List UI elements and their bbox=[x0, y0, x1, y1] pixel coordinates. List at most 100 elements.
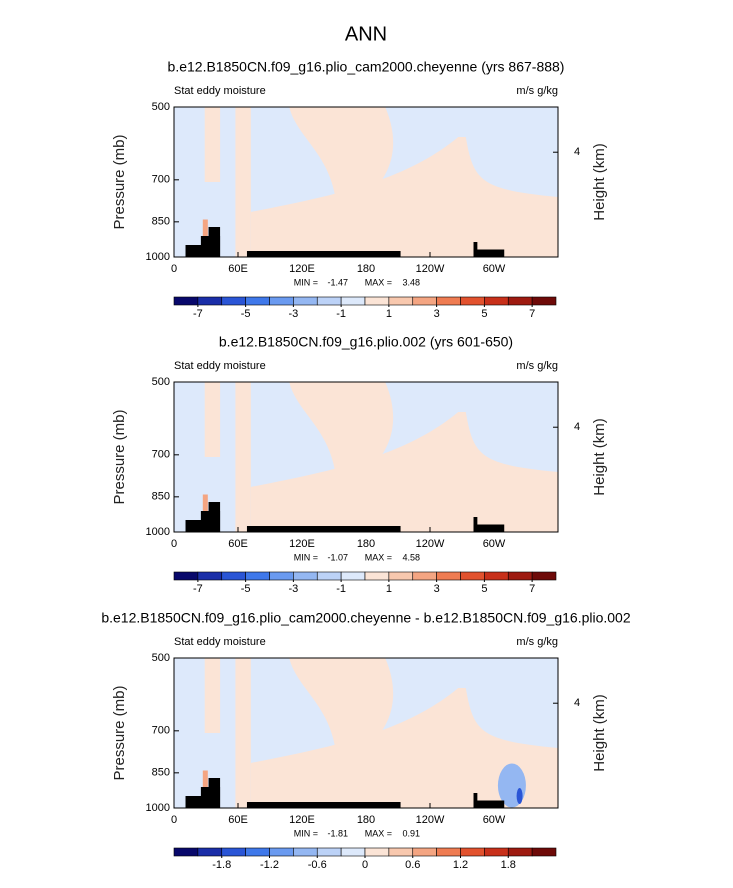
field-region bbox=[289, 382, 394, 472]
colorbar-label: 5 bbox=[481, 583, 487, 595]
colorbar-box bbox=[197, 847, 223, 857]
colorbar-box bbox=[269, 847, 294, 857]
colorbar-box bbox=[221, 847, 246, 857]
colorbar-box bbox=[173, 571, 199, 581]
x-tick-label: 0 bbox=[171, 538, 177, 550]
y-tick-label: 500 bbox=[152, 652, 170, 664]
y-tick-label: 1000 bbox=[146, 802, 170, 814]
y-axis-label: Pressure (mb) bbox=[111, 134, 128, 229]
topography bbox=[246, 802, 401, 808]
y-tick-label: 850 bbox=[152, 216, 170, 228]
max-label: MAX = bbox=[365, 552, 392, 562]
colorbar-box bbox=[293, 847, 318, 857]
colorbar-box bbox=[364, 847, 390, 857]
topography bbox=[473, 524, 505, 532]
max-value: 3.48 bbox=[402, 277, 420, 287]
colorbar-box bbox=[388, 847, 414, 857]
field-region bbox=[289, 107, 394, 197]
colorbar-box bbox=[221, 571, 246, 581]
right-label: m/s g/kg bbox=[516, 636, 558, 648]
colorbar-box bbox=[316, 296, 342, 306]
colorbar-box bbox=[460, 296, 485, 306]
y2-tick-label: 4 bbox=[574, 146, 580, 158]
colorbar-box bbox=[531, 847, 557, 857]
colorbar-label: 7 bbox=[529, 308, 535, 320]
y-tick-label: 1000 bbox=[146, 526, 170, 538]
topography bbox=[246, 251, 401, 257]
x-tick-label: 180 bbox=[357, 263, 375, 275]
field-region bbox=[250, 137, 559, 257]
colorbar-label: -7 bbox=[193, 583, 203, 595]
colorbar-box bbox=[173, 847, 199, 857]
min-value: -1.47 bbox=[327, 277, 348, 287]
topography bbox=[208, 502, 221, 532]
colorbar-box bbox=[221, 296, 246, 306]
colorbar-box bbox=[173, 296, 199, 306]
y-tick-label: 850 bbox=[152, 767, 170, 779]
right-label: m/s g/kg bbox=[516, 360, 558, 372]
field-region bbox=[204, 658, 221, 733]
colorbar-label: 1 bbox=[386, 308, 392, 320]
colorbar-label: -3 bbox=[288, 583, 298, 595]
colorbar-box bbox=[531, 571, 557, 581]
colorbar-box bbox=[507, 571, 533, 581]
field-region bbox=[516, 788, 523, 804]
x-tick-label: 60E bbox=[228, 538, 248, 550]
max-label: MAX = bbox=[365, 277, 392, 287]
colorbar-box bbox=[436, 847, 461, 857]
x-tick-label: 120E bbox=[289, 538, 315, 550]
y-tick-label: 1000 bbox=[146, 251, 170, 263]
max-value: 0.91 bbox=[402, 828, 420, 838]
field-region bbox=[235, 658, 251, 808]
topography bbox=[473, 517, 478, 532]
x-tick-label: 120W bbox=[416, 263, 445, 275]
colorbar-box bbox=[388, 571, 414, 581]
x-tick-label: 60W bbox=[483, 814, 506, 826]
colorbar-box bbox=[484, 296, 509, 306]
colorbar-box bbox=[245, 296, 270, 306]
x-tick-label: 60W bbox=[483, 263, 506, 275]
min-value: -1.07 bbox=[327, 552, 348, 562]
colorbar-box bbox=[460, 847, 485, 857]
topography bbox=[246, 526, 401, 532]
x-tick-label: 0 bbox=[171, 263, 177, 275]
colorbar-label: -3 bbox=[288, 308, 298, 320]
colorbar-box bbox=[436, 571, 461, 581]
max-value: 4.58 bbox=[402, 552, 420, 562]
right-label: m/s g/kg bbox=[516, 85, 558, 97]
x-tick-label: 180 bbox=[357, 814, 375, 826]
colorbar-box bbox=[245, 847, 270, 857]
colorbar-label: -1 bbox=[336, 308, 346, 320]
colorbar-box bbox=[245, 571, 270, 581]
colorbar-box bbox=[197, 296, 223, 306]
field-region bbox=[204, 107, 221, 182]
colorbar-box bbox=[197, 571, 223, 581]
topography bbox=[208, 227, 221, 257]
colorbar-label: 3 bbox=[434, 308, 440, 320]
y-tick-label: 500 bbox=[152, 376, 170, 388]
x-tick-label: 60E bbox=[228, 814, 248, 826]
colorbar-box bbox=[364, 571, 390, 581]
topography bbox=[208, 778, 221, 808]
x-tick-label: 120W bbox=[416, 538, 445, 550]
colorbar-box bbox=[484, 847, 509, 857]
left-label: Stat eddy moisture bbox=[174, 85, 266, 97]
colorbar-box bbox=[316, 847, 342, 857]
left-label: Stat eddy moisture bbox=[174, 636, 266, 648]
min-label: MIN = bbox=[294, 277, 318, 287]
field-region bbox=[202, 494, 208, 525]
colorbar-label: -1.8 bbox=[212, 859, 231, 871]
colorbar-box bbox=[412, 847, 437, 857]
y-tick-label: 700 bbox=[152, 449, 170, 461]
colorbar-box bbox=[269, 296, 294, 306]
colorbar-label: 0.6 bbox=[405, 859, 420, 871]
y-axis-label: Pressure (mb) bbox=[111, 685, 128, 780]
x-tick-label: 120W bbox=[416, 814, 445, 826]
colorbar-box bbox=[412, 296, 437, 306]
colorbar-box bbox=[316, 571, 342, 581]
colorbar-box bbox=[507, 296, 533, 306]
y-tick-label: 700 bbox=[152, 725, 170, 737]
topography bbox=[473, 249, 505, 257]
panel-title: b.e12.B1850CN.f09_g16.plio.002 (yrs 601-… bbox=[219, 334, 513, 350]
